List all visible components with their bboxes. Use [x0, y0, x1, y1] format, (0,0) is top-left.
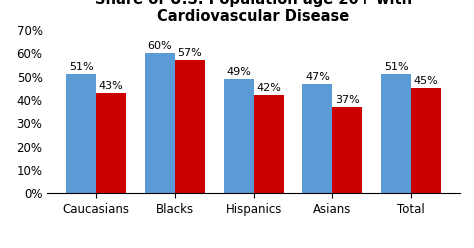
Bar [332, 107, 362, 193]
Bar [254, 95, 283, 193]
Text: 51%: 51% [69, 62, 93, 72]
Bar [175, 60, 205, 193]
Text: 37%: 37% [335, 95, 360, 105]
Bar [66, 74, 96, 193]
Text: 42%: 42% [256, 83, 281, 93]
Bar [224, 79, 254, 193]
Text: 57%: 57% [177, 48, 202, 58]
Text: 43%: 43% [99, 81, 123, 91]
Bar [96, 93, 126, 193]
Bar [381, 74, 411, 193]
Bar [302, 84, 332, 193]
Text: 45%: 45% [414, 76, 438, 86]
Bar [411, 88, 441, 193]
Text: 51%: 51% [384, 62, 409, 72]
Bar [145, 53, 175, 193]
Text: 47%: 47% [305, 72, 330, 82]
Title: Share of U.S. Population age 20+ with
Cardiovascular Disease: Share of U.S. Population age 20+ with Ca… [95, 0, 412, 24]
Text: 49%: 49% [226, 67, 251, 77]
Text: 60%: 60% [147, 41, 172, 51]
